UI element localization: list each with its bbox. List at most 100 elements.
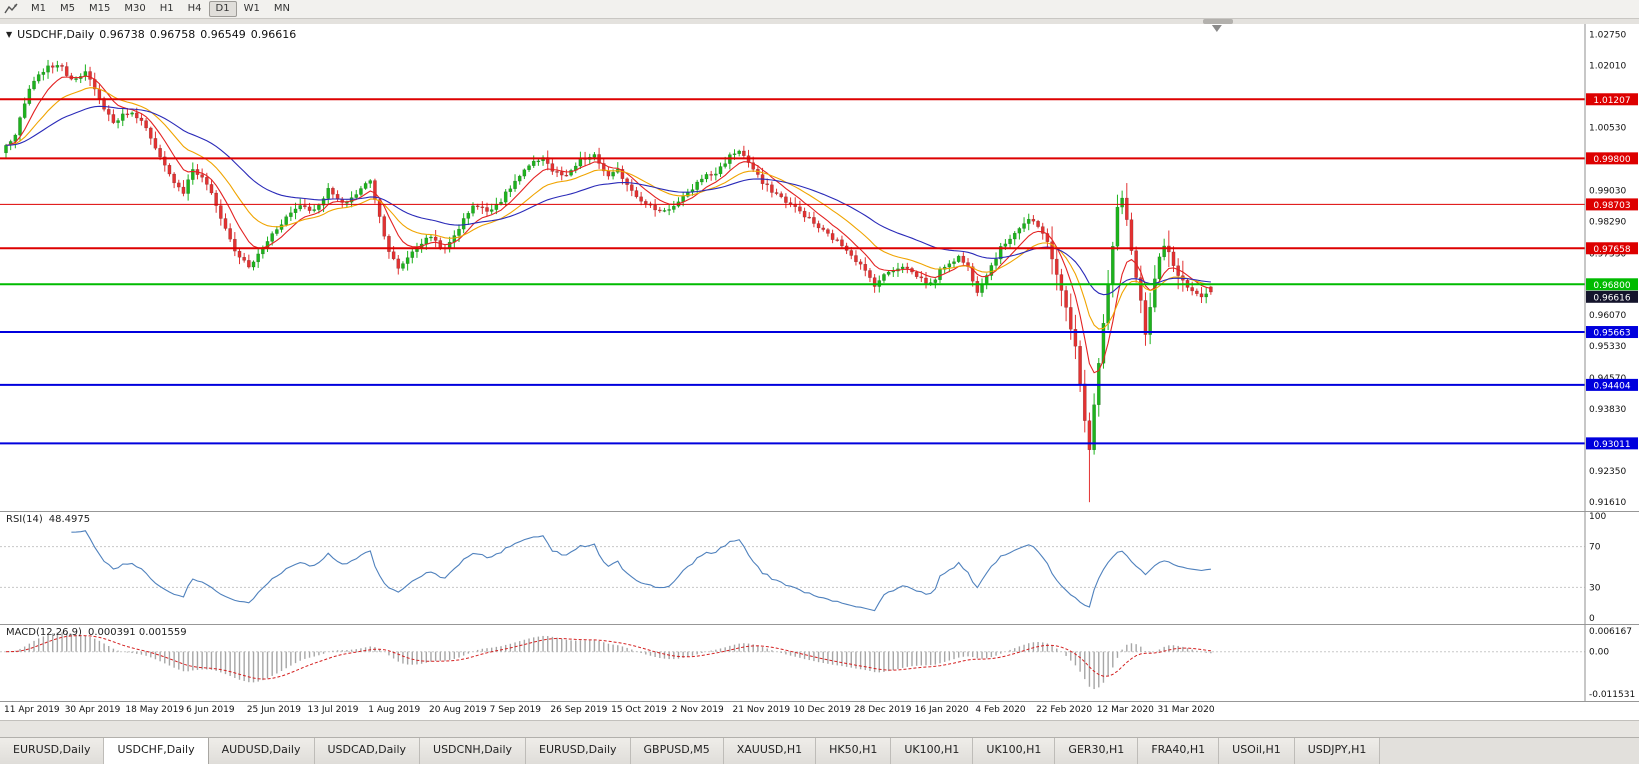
chart-tab-fra40-h1[interactable]: FRA40,H1 — [1138, 738, 1220, 764]
candle — [190, 169, 195, 180]
candle — [46, 65, 50, 73]
candle — [298, 205, 303, 210]
candle — [22, 103, 27, 118]
candle — [144, 120, 148, 129]
candle — [503, 191, 508, 203]
hscroll-thumb[interactable] — [1203, 19, 1233, 24]
candle — [391, 251, 396, 260]
chart-tab-usoil-h1[interactable]: USOil,H1 — [1219, 738, 1295, 764]
candle — [307, 206, 312, 211]
macd-panel: 0.006167 0.00 -0.011531 MACD(12,26,9) 0.00… — [0, 624, 1639, 701]
timeframe-button-w1[interactable]: W1 — [243, 3, 260, 14]
candle — [522, 169, 527, 177]
macd-axis — [1585, 625, 1639, 701]
timeframe-button-h1[interactable]: H1 — [159, 3, 174, 14]
chart-tab-eurusd-daily[interactable]: EURUSD,Daily — [526, 738, 631, 764]
price-badge — [1586, 198, 1638, 211]
candle — [1157, 256, 1162, 280]
chart-tab-usdcad-daily[interactable]: USDCAD,Daily — [314, 738, 421, 764]
candle — [536, 160, 541, 163]
candle — [933, 279, 938, 283]
candle — [550, 163, 555, 172]
title-arrow-icon[interactable]: ▼ — [6, 30, 13, 39]
chart-tab-uk100-h1[interactable]: UK100,H1 — [891, 738, 974, 764]
timeframe-button-h4[interactable]: H4 — [187, 3, 202, 14]
date-label: 11 Apr 2019 — [4, 705, 60, 715]
price-badge-label: 0.96800 — [1593, 281, 1630, 291]
chart-tab-ger30-h1[interactable]: GER30,H1 — [1055, 738, 1139, 764]
candle — [868, 270, 872, 278]
candle — [186, 179, 190, 194]
candle — [233, 238, 237, 252]
candle — [601, 163, 606, 172]
price-tick-label: 0.95330 — [1589, 342, 1626, 352]
candle — [293, 208, 298, 214]
candle — [718, 166, 723, 175]
candle — [1059, 274, 1064, 291]
candle — [812, 217, 816, 224]
candle — [1209, 286, 1213, 293]
candle — [172, 173, 176, 184]
rsi-line — [71, 530, 1211, 612]
timeframe-button-m30[interactable]: M30 — [124, 3, 146, 14]
timeframe-button-m15[interactable]: M15 — [89, 3, 111, 14]
candle — [335, 194, 340, 200]
macd-values: 0.000391 0.001559 — [87, 627, 187, 638]
candle — [382, 216, 387, 237]
rsi-axis — [1585, 512, 1639, 624]
candle — [919, 276, 924, 279]
candle — [475, 205, 480, 208]
quote-low: 0.96549 — [200, 28, 246, 41]
timeframe-button-m1[interactable]: M1 — [31, 3, 46, 14]
candle — [840, 239, 844, 247]
candle — [531, 160, 536, 166]
timeframe-button-mn[interactable]: MN — [273, 3, 290, 14]
candle — [1031, 218, 1036, 222]
timeframe-button-d1[interactable]: D1 — [208, 1, 237, 17]
chart-tab-usdjpy-h1[interactable]: USDJPY,H1 — [1294, 738, 1381, 764]
chart-tab-xauusd-h1[interactable]: XAUUSD,H1 — [723, 738, 817, 764]
candle — [489, 209, 494, 212]
candle — [1124, 197, 1129, 220]
candle — [858, 261, 863, 265]
candle — [872, 277, 877, 287]
date-label: 28 Dec 2019 — [853, 705, 912, 715]
candle — [975, 281, 980, 293]
chart-tab-hk50-h1[interactable]: HK50,H1 — [816, 738, 892, 764]
candle — [111, 114, 116, 123]
mid-ma-line — [5, 87, 1212, 330]
candle — [643, 201, 648, 204]
candle — [237, 250, 242, 258]
candle — [938, 269, 942, 280]
candle — [578, 158, 583, 167]
price-tick-label: 1.02010 — [1589, 62, 1626, 72]
price-badge — [1586, 326, 1638, 339]
shift-marker-icon[interactable] — [1211, 25, 1222, 32]
symbol-label: USDCHF,Daily — [17, 28, 95, 41]
candle — [429, 236, 433, 239]
candle — [508, 188, 513, 192]
candle — [1139, 277, 1143, 301]
timeframe-button-m5[interactable]: M5 — [60, 3, 75, 14]
date-label: 15 Oct 2019 — [611, 705, 667, 715]
chart-tab-usdchf-daily[interactable]: USDCHF,Daily — [104, 738, 209, 764]
chart-tab-uk100-h1[interactable]: UK100,H1 — [973, 738, 1056, 764]
chart-title: ▼ USDCHF,Daily 0.96738 0.96758 0.96549 0… — [6, 28, 296, 41]
draw-tool-icon[interactable] — [3, 2, 19, 16]
date-label: 31 Mar 2020 — [1157, 705, 1215, 715]
chart-tab-audusd-daily[interactable]: AUDUSD,Daily — [208, 738, 315, 764]
chart-tab-gbpusd-m5[interactable]: GBPUSD,M5 — [630, 738, 724, 764]
price-badge-label: 0.95663 — [1593, 329, 1630, 339]
chart-tab-eurusd-daily[interactable]: EURUSD,Daily — [0, 738, 105, 764]
macd-label: MACD(12,26,9) 0.000391 0.001559 — [6, 627, 187, 638]
chart-tab-usdcnh-daily[interactable]: USDCNH,Daily — [420, 738, 527, 764]
candle — [363, 183, 368, 189]
candle — [1064, 290, 1068, 308]
price-badge — [1586, 242, 1638, 255]
candle — [555, 171, 559, 173]
candle — [4, 145, 8, 154]
price-tick-label: 0.97530 — [1589, 250, 1626, 260]
candle — [1190, 287, 1194, 292]
candle — [774, 192, 779, 194]
price-badge-label: 0.98703 — [1593, 201, 1630, 211]
